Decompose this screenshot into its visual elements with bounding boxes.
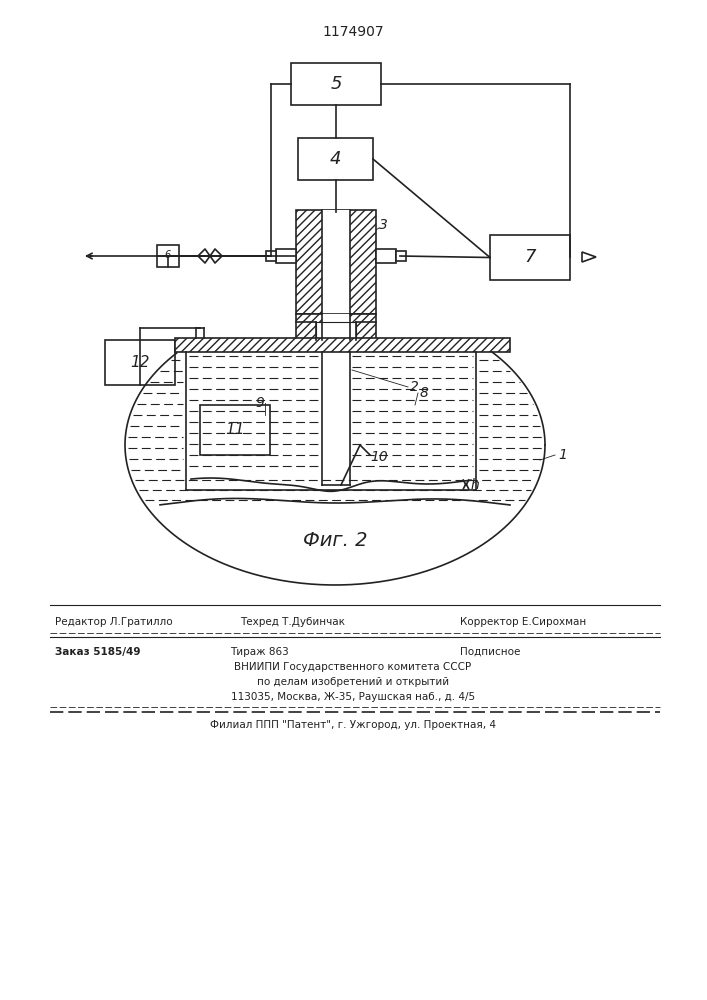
Bar: [266, 251, 276, 261]
Text: 10: 10: [370, 450, 387, 464]
Bar: [376, 249, 396, 263]
Bar: [291, 63, 381, 105]
Bar: [396, 251, 406, 261]
Bar: [298, 138, 373, 180]
Text: 113035, Москва, Ж-35, Раушская наб., д. 4/5: 113035, Москва, Ж-35, Раушская наб., д. …: [231, 692, 475, 702]
Text: 9: 9: [255, 396, 264, 410]
Bar: [175, 338, 510, 352]
Text: 8: 8: [420, 386, 429, 400]
Text: 11: 11: [226, 422, 245, 438]
Bar: [296, 210, 376, 314]
Text: 7: 7: [525, 248, 536, 266]
Text: Подписное: Подписное: [460, 647, 520, 657]
Bar: [175, 338, 510, 352]
Text: 3: 3: [379, 218, 388, 232]
Text: 6: 6: [165, 250, 171, 260]
Text: Корректор Е.Сирохман: Корректор Е.Сирохман: [460, 617, 586, 627]
Text: 1: 1: [558, 448, 567, 462]
Bar: [105, 340, 175, 385]
Text: h: h: [471, 478, 480, 492]
Text: 5: 5: [330, 75, 341, 93]
Text: 12: 12: [130, 355, 150, 370]
Text: ВНИИПИ Государственного комитета СССР: ВНИИПИ Государственного комитета СССР: [235, 662, 472, 672]
Text: Техред Т.Дубинчак: Техред Т.Дубинчак: [240, 617, 345, 627]
Bar: [316, 322, 356, 340]
Bar: [296, 314, 376, 340]
Text: Филиал ППП "Патент", г. Ужгород, ул. Проектная, 4: Филиал ППП "Патент", г. Ужгород, ул. Про…: [210, 720, 496, 730]
Text: Тираж 863: Тираж 863: [230, 647, 288, 657]
Text: Редактор Л.Гратилло: Редактор Л.Гратилло: [55, 617, 173, 627]
Bar: [200, 405, 270, 455]
Text: по делам изобретений и открытий: по делам изобретений и открытий: [257, 677, 449, 687]
Bar: [296, 210, 376, 314]
Bar: [490, 235, 570, 280]
Bar: [157, 245, 179, 267]
Text: Фиг. 2: Фиг. 2: [303, 530, 367, 550]
Bar: [276, 249, 296, 263]
Bar: [322, 314, 350, 340]
Text: 4: 4: [329, 150, 341, 168]
Text: Заказ 5185/49: Заказ 5185/49: [55, 647, 141, 657]
Text: 2: 2: [410, 380, 419, 394]
Bar: [322, 210, 350, 314]
Text: 1174907: 1174907: [322, 25, 384, 39]
Bar: [296, 314, 376, 340]
